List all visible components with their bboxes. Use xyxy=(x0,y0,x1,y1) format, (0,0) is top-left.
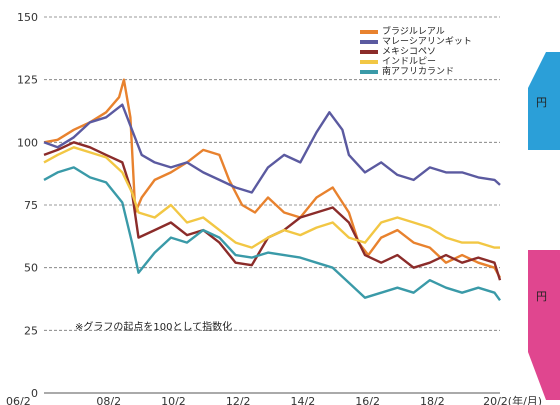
y-tick-label: 150 xyxy=(17,11,38,24)
legend-label: マレーシアリンギット xyxy=(382,36,472,47)
up-arrow-icon xyxy=(528,52,560,150)
sidebar-decor: 円 円 xyxy=(528,52,560,400)
y-tick-label: 50 xyxy=(24,262,38,275)
series-line xyxy=(43,166,501,302)
legend-swatch xyxy=(360,30,378,34)
legend-label: インドルピー xyxy=(382,56,436,67)
x-tick-label: 14/2 xyxy=(291,395,316,405)
y-tick-label: 125 xyxy=(17,74,38,87)
legend-swatch xyxy=(360,50,378,54)
x-axis-ticks: 06/2 08/2 10/2 12/2 14/2 16/2 18/2 20/2(年/月) xyxy=(6,394,542,405)
series-line xyxy=(43,103,501,194)
x-tick-label: 08/2 xyxy=(96,395,121,405)
grid-layer xyxy=(44,16,500,394)
y-axis-ticks: 0 25 50 75 100 125 150 xyxy=(17,11,38,400)
legend-swatch xyxy=(360,70,378,74)
y-tick-label: 100 xyxy=(17,136,38,149)
x-tick-label: 10/2 xyxy=(161,395,186,405)
y-tick-label: 25 xyxy=(24,324,38,337)
x-tick-label: 16/2 xyxy=(355,395,380,405)
down-arrow-icon xyxy=(528,250,560,400)
legend-swatch xyxy=(360,60,378,64)
legend-label: 南アフリカランド xyxy=(382,65,454,77)
series-layer xyxy=(43,78,502,302)
x-tick-label: 18/2 xyxy=(420,395,445,405)
y-tick-label: 0 xyxy=(31,387,38,400)
x-tick-label: 06/2 xyxy=(6,395,31,405)
series-line xyxy=(43,146,500,249)
legend-label: メキシコペソ xyxy=(382,47,436,57)
x-tick-label: 20/2(年/月) xyxy=(483,394,542,405)
legend-swatch xyxy=(360,40,378,44)
series-line xyxy=(43,78,502,279)
legend-label: ブラジルレアル xyxy=(382,25,445,37)
y-tick-label: 75 xyxy=(24,199,38,212)
side-label-bottom: 円 xyxy=(536,290,547,303)
x-tick-label: 12/2 xyxy=(226,395,251,405)
side-label-top: 円 xyxy=(536,96,547,109)
chart-note: ※グラフの起点を100として指数化 xyxy=(75,320,232,333)
